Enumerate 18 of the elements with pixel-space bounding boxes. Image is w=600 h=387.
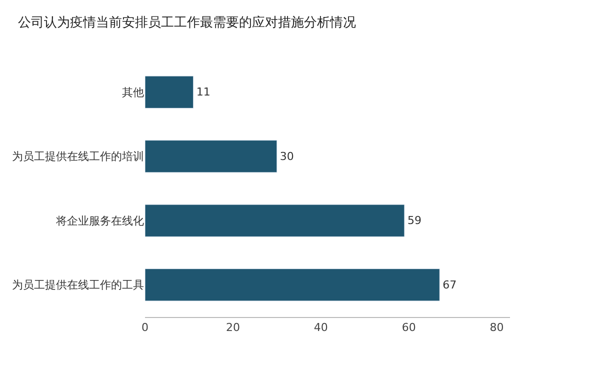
- bar: [145, 76, 194, 108]
- data-label: 11: [196, 86, 210, 99]
- y-tick-label: 其他: [122, 86, 144, 99]
- data-label: 67: [442, 278, 457, 292]
- chart-title: 公司认为疫情当前安排员工工作最需要的应对措施分析情况: [18, 14, 356, 31]
- y-tick-label: 为员工提供在线工作的培训: [12, 150, 144, 164]
- y-tick-label: 为员工提供在线工作的工具: [12, 278, 144, 292]
- x-tick-label: 40: [314, 321, 328, 334]
- x-tick-label: 20: [226, 321, 240, 334]
- x-tick-label: 0: [142, 321, 148, 334]
- bar: [145, 268, 440, 302]
- x-tick-label: 80: [490, 321, 504, 334]
- data-label: 59: [407, 214, 422, 228]
- bar: [145, 204, 405, 237]
- x-tick-label: 60: [402, 321, 416, 334]
- data-label: 30: [280, 150, 294, 163]
- y-tick-label: 将企业服务在线化: [55, 214, 144, 228]
- bar: [145, 140, 278, 173]
